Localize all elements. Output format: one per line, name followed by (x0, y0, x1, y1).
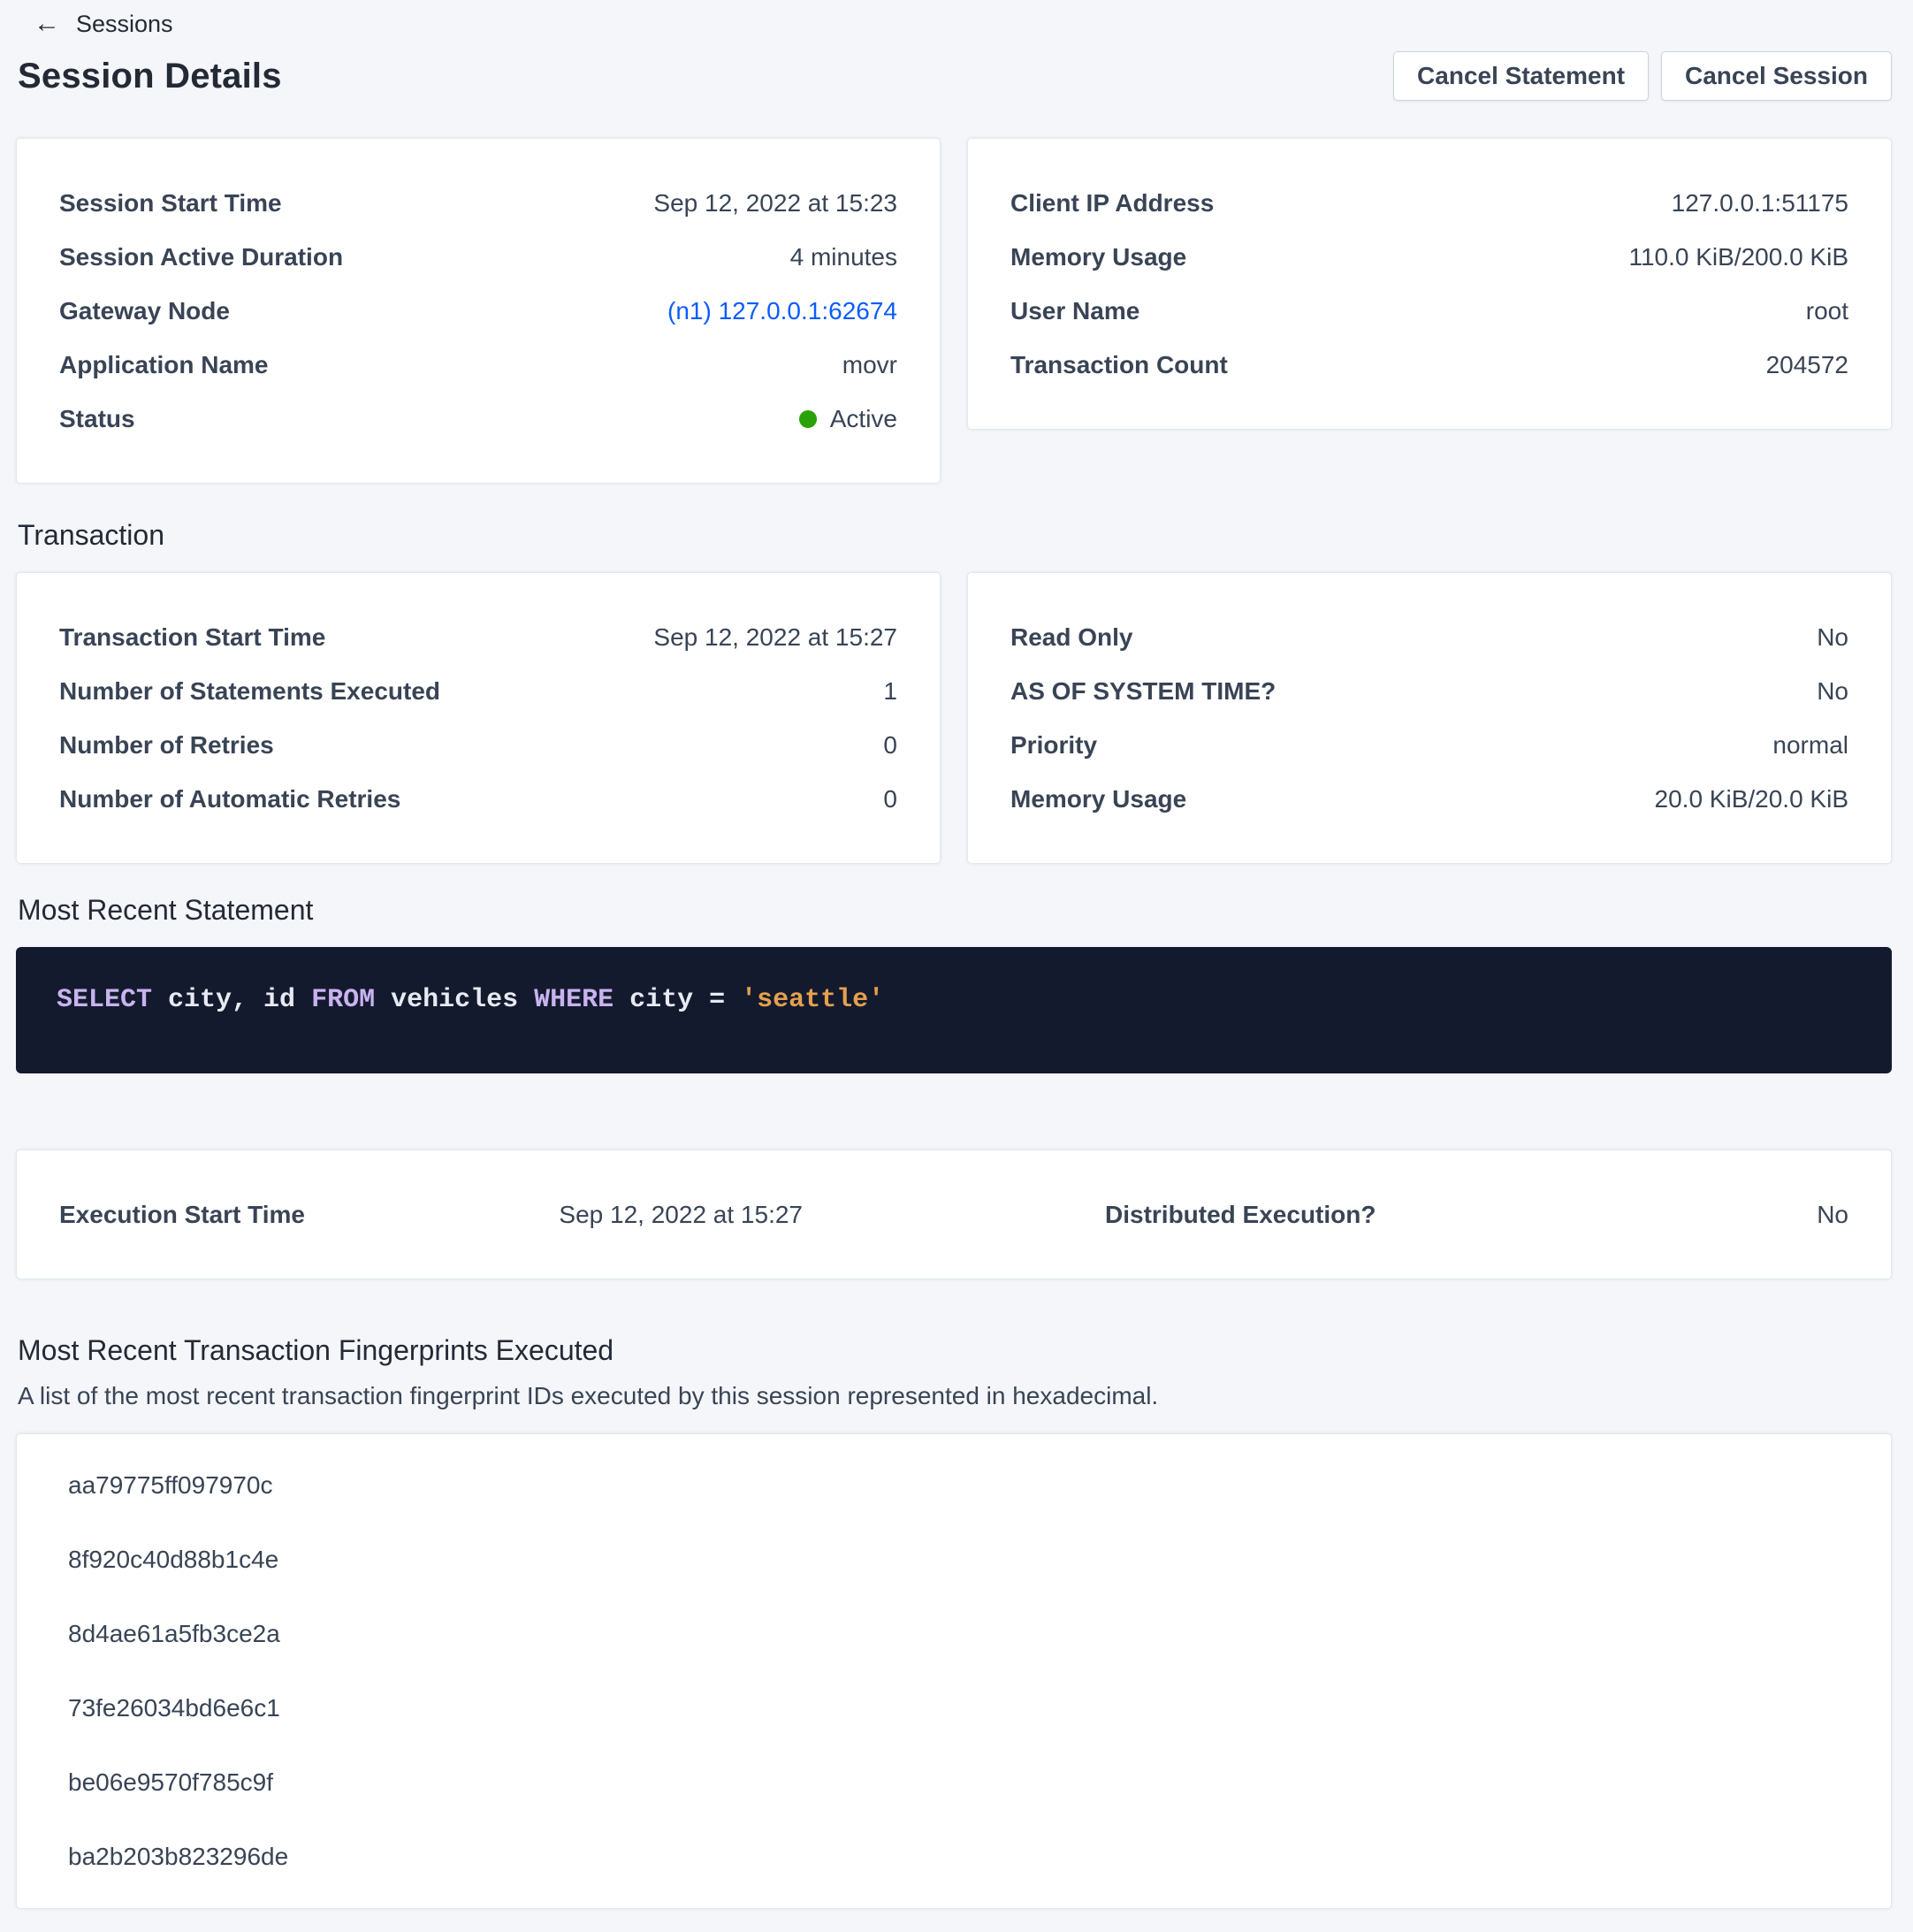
kv-row-transaction-count: Transaction Count 204572 (1010, 338, 1848, 392)
kv-row-retries: Number of Retries 0 (59, 718, 897, 772)
fingerprint-item: ba2b203b823296de (68, 1843, 289, 1870)
kv-label: Application Name (59, 350, 269, 378)
kv-value: 4 minutes (789, 242, 897, 271)
sql-token: WHERE (534, 985, 614, 1015)
sql-token: city = (614, 985, 742, 1015)
sql-token: city, id (152, 985, 312, 1015)
kv-row-priority: Priority normal (1010, 718, 1848, 772)
kv-value: 204572 (1765, 350, 1848, 378)
status-active-dot-icon (798, 409, 817, 428)
sql-statement: SELECT city, id FROM vehicles WHERE city… (57, 985, 884, 1015)
page-header: Session Details Cancel Statement Cancel … (16, 51, 1892, 101)
transaction-card-left: Transaction Start Time Sep 12, 2022 at 1… (16, 572, 941, 864)
kv-label: Status (59, 404, 135, 432)
kv-value: Sep 12, 2022 at 15:27 (653, 622, 897, 651)
sql-token: SELECT (57, 985, 153, 1015)
kv-label: Priority (1010, 730, 1098, 759)
kv-row-application-name: Application Name movr (59, 338, 897, 392)
kv-value: No (1817, 622, 1848, 651)
back-link-label: Sessions (76, 10, 173, 37)
kv-row-status: Status Active (59, 392, 897, 446)
kv-value: Sep 12, 2022 at 15:27 (559, 1200, 803, 1228)
session-summary-card-left: Session Start Time Sep 12, 2022 at 15:23… (16, 138, 941, 484)
kv-row-gateway-node: Gateway Node (n1) 127.0.0.1:62674 (59, 284, 897, 338)
kv-value: movr (842, 350, 897, 378)
kv-value: No (1817, 676, 1848, 705)
sql-token: 'seattle' (741, 985, 885, 1015)
fingerprints-card: aa79775ff097970c 8f920c40d88b1c4e 8d4ae6… (16, 1433, 1892, 1909)
kv-value: 127.0.0.1:51175 (1671, 188, 1848, 217)
gateway-node-link[interactable]: (n1) 127.0.0.1:62674 (667, 296, 897, 325)
kv-label: Session Active Duration (59, 242, 344, 271)
kv-value: 1 (883, 676, 897, 705)
kv-label: Transaction Start Time (59, 622, 326, 651)
kv-label: Gateway Node (59, 296, 230, 325)
transaction-card-right: Read Only No AS OF SYSTEM TIME? No Prior… (967, 572, 1892, 864)
kv-row-session-start-time: Session Start Time Sep 12, 2022 at 15:23 (59, 176, 897, 230)
sql-statement-box: SELECT city, id FROM vehicles WHERE city… (16, 947, 1892, 1073)
kv-label: Client IP Address (1010, 188, 1215, 217)
cancel-statement-button[interactable]: Cancel Statement (1393, 51, 1650, 101)
kv-label: Number of Retries (59, 730, 274, 759)
kv-value: 0 (883, 784, 897, 813)
kv-row-memory-usage: Memory Usage 110.0 KiB/200.0 KiB (1010, 230, 1848, 284)
fingerprint-item: be06e9570f785c9f (68, 1768, 273, 1796)
kv-value: 110.0 KiB/200.0 KiB (1628, 242, 1848, 271)
back-to-sessions-link[interactable]: ← Sessions (16, 7, 173, 41)
cancel-session-button[interactable]: Cancel Session (1661, 51, 1892, 101)
execution-start-time-pair: Execution Start Time Sep 12, 2022 at 15:… (59, 1187, 953, 1241)
fingerprint-item: 73fe26034bd6e6c1 (68, 1694, 280, 1722)
kv-label: Session Start Time (59, 188, 282, 217)
kv-row-client-ip: Client IP Address 127.0.0.1:51175 (1010, 176, 1848, 230)
kv-label: Execution Start Time (59, 1200, 306, 1228)
kv-label: User Name (1010, 296, 1140, 325)
session-summary-card-right: Client IP Address 127.0.0.1:51175 Memory… (967, 138, 1892, 430)
kv-row-transaction-start-time: Transaction Start Time Sep 12, 2022 at 1… (59, 610, 897, 664)
kv-value: 20.0 KiB/20.0 KiB (1654, 784, 1848, 813)
kv-row-statements-executed: Number of Statements Executed 1 (59, 664, 897, 718)
status-badge: Active (798, 404, 897, 433)
kv-value: Sep 12, 2022 at 15:23 (653, 188, 897, 217)
statement-section-heading: Most Recent Statement (18, 894, 314, 926)
session-summary-section: Session Start Time Sep 12, 2022 at 15:23… (16, 138, 1892, 484)
kv-value: 0 (883, 730, 897, 759)
transaction-section: Transaction Start Time Sep 12, 2022 at 1… (16, 572, 1892, 864)
kv-label: AS OF SYSTEM TIME? (1010, 676, 1277, 705)
fingerprint-item: 8d4ae61a5fb3ce2a (68, 1620, 280, 1647)
page-title: Session Details (18, 56, 282, 95)
sql-token: vehicles (375, 985, 535, 1015)
kv-label: Memory Usage (1010, 784, 1187, 813)
kv-label: Number of Automatic Retries (59, 784, 401, 813)
execution-card: Execution Start Time Sep 12, 2022 at 15:… (16, 1149, 1892, 1279)
kv-label: Distributed Execution? (1105, 1200, 1376, 1228)
kv-label: Transaction Count (1010, 350, 1228, 378)
kv-label: Read Only (1010, 622, 1133, 651)
fingerprint-item: aa79775ff097970c (68, 1471, 273, 1499)
fingerprint-item: 8f920c40d88b1c4e (68, 1546, 279, 1573)
kv-value: normal (1772, 730, 1848, 759)
distributed-execution-pair: Distributed Execution? No (953, 1187, 1848, 1241)
kv-row-read-only: Read Only No (1010, 610, 1848, 664)
transaction-section-heading: Transaction (18, 519, 164, 551)
header-actions: Cancel Statement Cancel Session (1393, 51, 1892, 101)
kv-row-as-of-system-time: AS OF SYSTEM TIME? No (1010, 664, 1848, 718)
sql-token: FROM (311, 985, 376, 1015)
status-value: Active (829, 404, 897, 432)
kv-row-automatic-retries: Number of Automatic Retries 0 (59, 772, 897, 826)
kv-row-user-name: User Name root (1010, 284, 1848, 338)
kv-value: root (1805, 296, 1848, 325)
back-arrow-icon: ← (34, 9, 60, 38)
fingerprints-description: A list of the most recent transaction fi… (18, 1382, 1159, 1409)
kv-row-txn-memory-usage: Memory Usage 20.0 KiB/20.0 KiB (1010, 772, 1848, 826)
fingerprints-section-heading: Most Recent Transaction Fingerprints Exe… (18, 1334, 614, 1366)
kv-value: No (1817, 1200, 1848, 1228)
kv-label: Memory Usage (1010, 242, 1187, 271)
kv-label: Number of Statements Executed (59, 676, 440, 705)
kv-row-session-active-duration: Session Active Duration 4 minutes (59, 230, 897, 284)
